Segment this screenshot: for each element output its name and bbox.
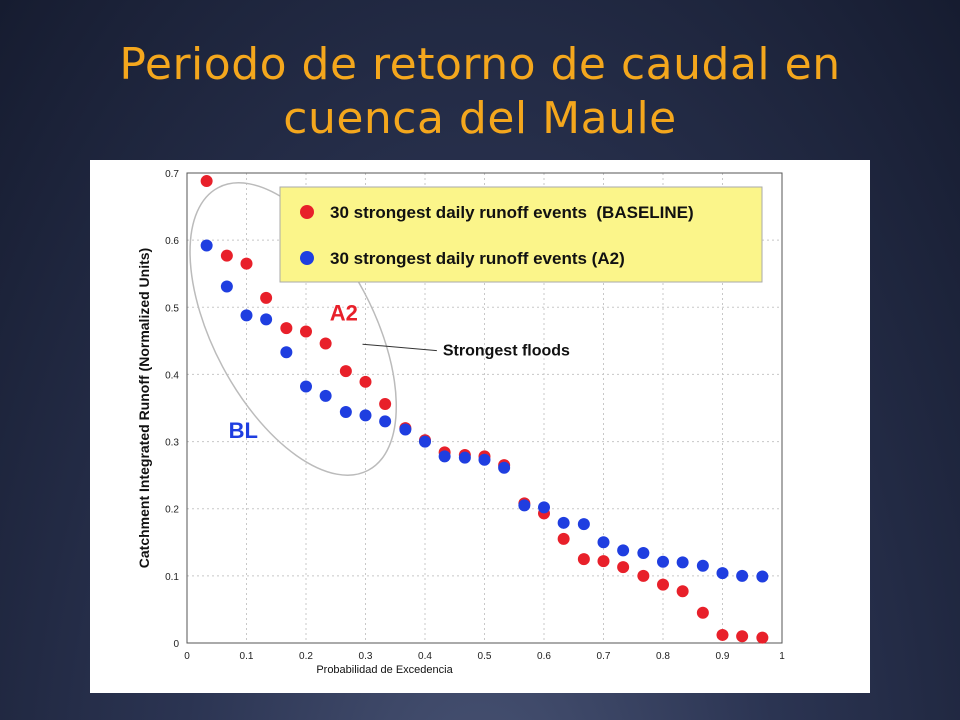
data-point-baseline [637, 569, 650, 582]
data-point-baseline [657, 578, 669, 591]
plot-frame [186, 172, 783, 644]
points-layer [200, 175, 769, 644]
x-tick-label: 0.5 [478, 651, 492, 662]
data-point-a2 [260, 313, 273, 326]
data-point-baseline [359, 375, 372, 388]
y-tick-label: 0.1 [165, 572, 179, 583]
data-point-a2 [200, 239, 213, 252]
x-tick-label: 0.8 [656, 651, 670, 662]
annotation-strongest-floods: Strongest floods [443, 343, 570, 360]
data-point-a2 [399, 423, 412, 436]
x-tick-label: 0.1 [240, 651, 254, 662]
data-point-baseline [736, 630, 749, 643]
legend-marker-a2 [300, 251, 314, 265]
x-tick-label: 0.6 [537, 651, 551, 662]
x-tick-label: 0.9 [716, 651, 730, 662]
y-tick-labels: 0 0.1 0.2 0.3 0.4 0.5 0.6 0.7 [165, 169, 179, 650]
x-tick-label: 0.2 [299, 651, 313, 662]
y-tick-label: 0.2 [165, 505, 179, 516]
data-point-a2 [518, 499, 531, 512]
data-point-a2 [657, 555, 669, 568]
data-point-a2 [557, 516, 570, 529]
strongest-floods-leader-line [362, 343, 437, 352]
data-point-a2 [637, 547, 650, 560]
data-point-a2 [220, 280, 233, 293]
data-point-a2 [478, 453, 491, 466]
data-point-baseline [319, 337, 332, 350]
data-point-a2 [379, 415, 392, 428]
data-point-a2 [736, 569, 749, 582]
data-point-a2 [498, 461, 511, 474]
data-point-baseline [300, 325, 312, 338]
slide-title-line1: Periodo de retorno de caudal en [119, 39, 841, 90]
x-tick-label: 0 [184, 651, 190, 662]
slide-title-line2: cuenca del Maule [283, 93, 677, 144]
data-point-a2 [240, 309, 253, 322]
data-point-baseline [280, 322, 293, 335]
data-point-baseline [220, 249, 233, 262]
data-point-baseline [597, 555, 610, 568]
x-tick-labels: 0 0.1 0.2 0.3 0.4 0.5 0.6 0.7 0.8 0.9 1 [184, 651, 785, 662]
data-point-a2 [339, 406, 352, 419]
data-point-baseline [676, 585, 689, 598]
data-point-a2 [419, 435, 431, 448]
data-point-baseline [379, 397, 392, 410]
data-point-baseline [260, 291, 273, 304]
strongest-floods-ellipse [189, 182, 398, 476]
y-tick-label: 0.3 [165, 438, 179, 449]
data-point-a2 [676, 556, 689, 569]
x-axis-label: Probabilidad de Excedencia [316, 664, 453, 676]
y-tick-label: 0.4 [165, 370, 179, 381]
data-point-a2 [359, 409, 372, 422]
x-tick-label: 0.7 [597, 651, 611, 662]
data-point-a2 [716, 567, 729, 580]
y-tick-label: 0.7 [165, 169, 179, 180]
data-point-a2 [319, 389, 332, 402]
data-point-a2 [458, 451, 471, 464]
data-point-baseline [617, 561, 630, 574]
annotation-bl: BL [229, 418, 258, 443]
data-point-baseline [577, 553, 590, 566]
data-point-a2 [300, 380, 312, 393]
scatter-chart: 00.10.20.30.40.50.60.7 0 0.1 0.2 0.3 0.4 0.5 0… [136, 169, 785, 676]
chart-panel: 0 0.1 0.2 0.3 0.4 0.5 0.6 0.7 0 0.1 0.2 0.3 0.4 0.5 0… [90, 160, 870, 693]
slide-title: Periodo de retorno de caudal en cuenca d… [0, 38, 960, 146]
data-point-a2 [538, 501, 550, 514]
data-point-a2 [438, 450, 451, 463]
data-point-a2 [597, 536, 610, 549]
legend-label-a2: 30 strongest daily runoff events (A2) [330, 249, 625, 268]
data-point-a2 [280, 346, 293, 359]
data-point-a2 [617, 544, 630, 557]
data-point-baseline [339, 365, 352, 378]
x-tick-label: 1 [779, 651, 785, 662]
data-point-baseline [756, 631, 769, 644]
legend-box [279, 186, 763, 283]
data-point-baseline [696, 606, 709, 619]
data-point-a2 [756, 570, 769, 583]
x-tick-label: 0.3 [359, 651, 373, 662]
data-point-baseline [557, 532, 570, 545]
legend-marker-baseline [300, 205, 314, 219]
data-point-a2 [577, 518, 590, 531]
y-axis-label: Catchment Integrated Runoff (Normalized … [136, 248, 152, 568]
annotation-a2: A2 [330, 301, 358, 326]
data-point-baseline [240, 257, 253, 270]
y-tick-label: 0 [173, 639, 179, 650]
legend: 30 strongest daily runoff events (BASELI… [279, 186, 763, 283]
data-point-baseline [200, 175, 213, 188]
data-point-a2 [696, 559, 709, 572]
y-tick-label: 0.5 [165, 303, 179, 314]
x-tick-label: 0.4 [418, 651, 432, 662]
legend-label-baseline: 30 strongest daily runoff events (BASELI… [330, 203, 694, 222]
data-point-baseline [716, 628, 729, 641]
y-tick-label: 0.6 [165, 236, 179, 247]
